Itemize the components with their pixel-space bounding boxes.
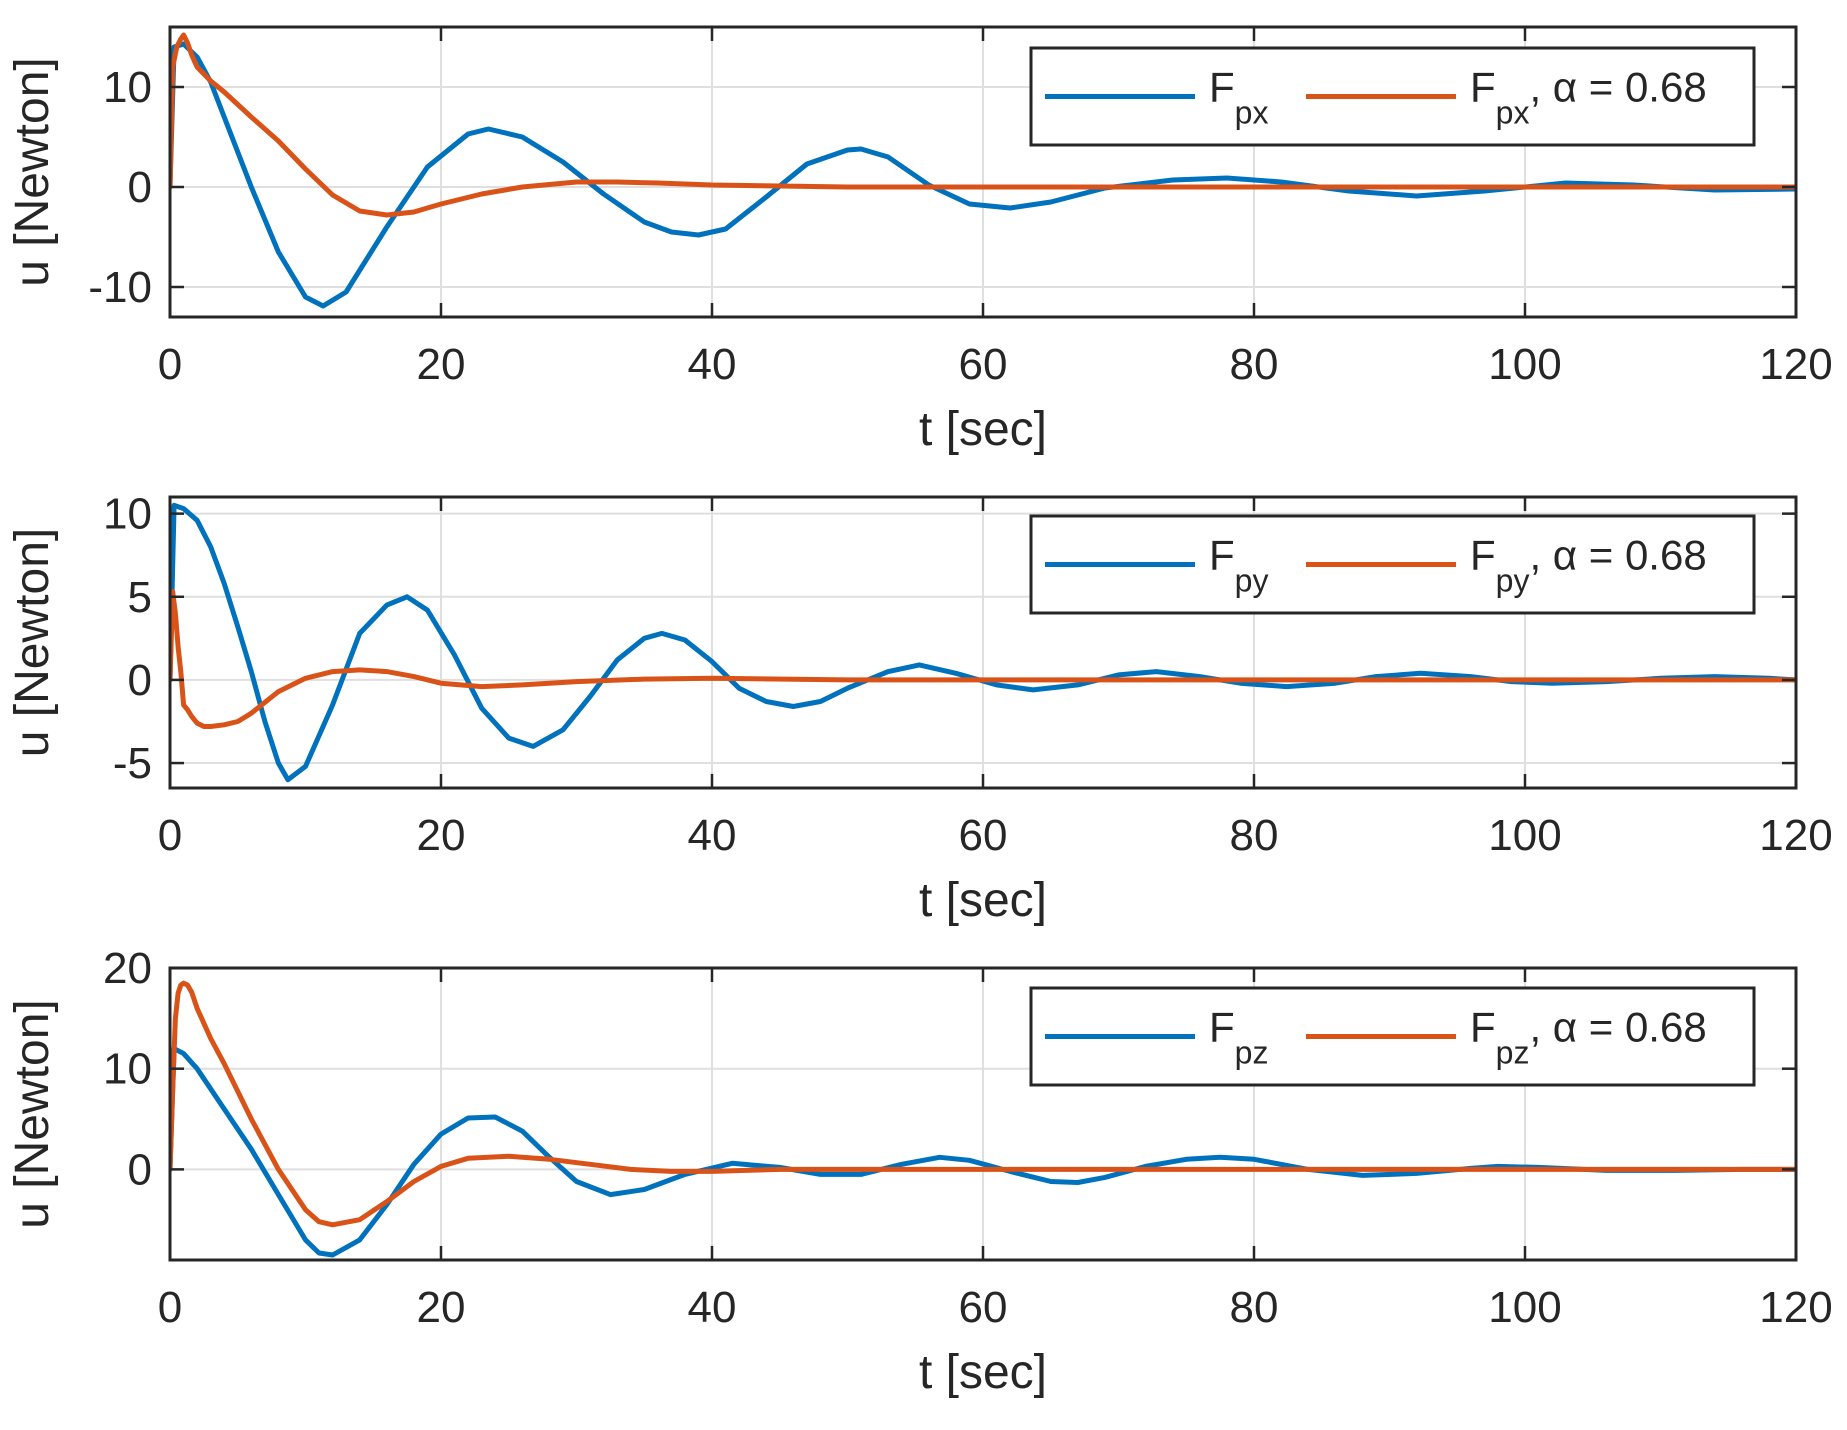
legend: Fpx Fpx, α = 0.68 <box>1029 46 1756 147</box>
y-tick-label: 10 <box>103 1045 152 1094</box>
legend-entry-label: Fpx <box>1209 64 1268 131</box>
y-tick-label: 5 <box>128 573 152 622</box>
x-tick-label: 20 <box>417 340 466 389</box>
x-tick-label: 100 <box>1488 1283 1561 1332</box>
x-tick-label: 80 <box>1230 340 1279 389</box>
y-tick-label: 10 <box>103 490 152 539</box>
legend-entry-label: Fpy <box>1209 532 1268 599</box>
x-tick-label: 60 <box>959 1283 1008 1332</box>
series-line-Fpy <box>170 502 1796 783</box>
legend-entry-label: Fpz, α = 0.68 <box>1470 1004 1707 1071</box>
x-tick-label: 20 <box>417 1283 466 1332</box>
x-axis-label: t [sec] <box>919 403 1047 456</box>
y-tick-label: 10 <box>103 63 152 112</box>
x-tick-label: 120 <box>1759 1283 1832 1332</box>
x-tick-label: 120 <box>1759 811 1832 860</box>
legend-entry-label: Fpz <box>1209 1004 1268 1071</box>
legend: Fpz Fpz, α = 0.68 <box>1029 986 1756 1087</box>
x-tick-label: 0 <box>158 1283 182 1332</box>
x-tick-label: 80 <box>1230 811 1279 860</box>
legend-entry-label: Fpx, α = 0.68 <box>1470 64 1707 131</box>
y-tick-label: -10 <box>88 263 152 312</box>
y-tick-label: 0 <box>128 656 152 705</box>
x-tick-label: 20 <box>417 811 466 860</box>
x-tick-label: 0 <box>158 340 182 389</box>
series-line-Fpx, α = 0.68 <box>170 32 1796 218</box>
x-tick-label: 60 <box>959 811 1008 860</box>
x-tick-label: 100 <box>1488 340 1561 389</box>
x-tick-label: 80 <box>1230 1283 1279 1332</box>
x-tick-label: 40 <box>688 1283 737 1332</box>
y-axis-label: u [Newton] <box>6 57 59 286</box>
legend-entry-label: Fpy, α = 0.68 <box>1470 532 1707 599</box>
y-tick-label: 0 <box>128 163 152 212</box>
series-line-Fpy, α = 0.68 <box>170 589 1796 729</box>
y-tick-label: 20 <box>103 944 152 993</box>
y-tick-label: -5 <box>113 739 152 788</box>
x-tick-label: 120 <box>1759 340 1832 389</box>
series-line-Fpx <box>170 41 1796 309</box>
y-axis-label: u [Newton] <box>6 999 59 1228</box>
x-tick-label: 40 <box>688 811 737 860</box>
x-tick-label: 40 <box>688 340 737 389</box>
legend: Fpy Fpy, α = 0.68 <box>1029 514 1756 615</box>
subplot-fpz: 0 20 40 60 80 100 120 0 10 20 t [sec] u [Newton] Fpz… <box>6 944 1833 1399</box>
y-axis-label: u [Newton] <box>6 528 59 757</box>
series-line-Fpz, α = 0.68 <box>170 980 1796 1228</box>
x-axis-label: t [sec] <box>919 1346 1047 1399</box>
x-axis-label: t [sec] <box>919 874 1047 927</box>
x-tick-label: 100 <box>1488 811 1561 860</box>
x-tick-label: 0 <box>158 811 182 860</box>
y-tick-label: 0 <box>128 1145 152 1194</box>
x-tick-label: 60 <box>959 340 1008 389</box>
